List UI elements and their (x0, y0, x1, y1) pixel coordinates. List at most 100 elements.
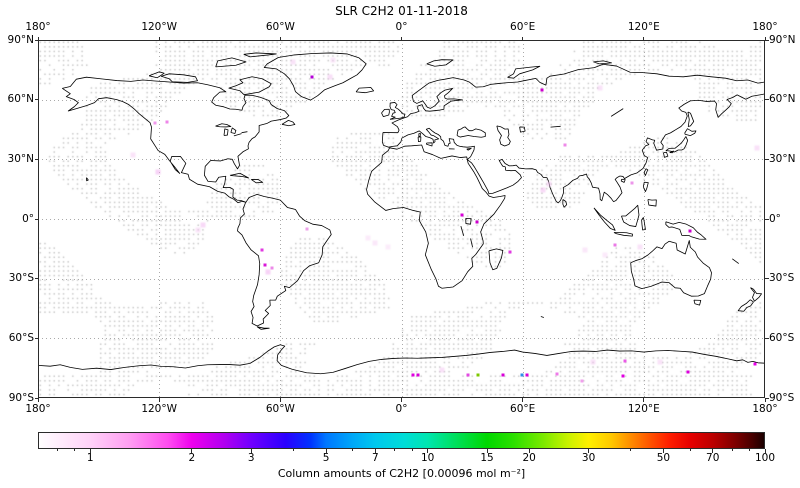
colorbar-label: Column amounts of C2H2 [0.00096 mol m⁻²] (277, 467, 526, 480)
data-point (290, 59, 296, 65)
data-point (265, 269, 271, 275)
lat-tick-mark (34, 218, 38, 220)
colorbar-tick-mark (427, 449, 429, 453)
coastline-path (367, 145, 506, 288)
coastline-path (224, 129, 228, 136)
coastline-path (644, 169, 648, 176)
coastline-path (230, 173, 248, 178)
data-point (330, 57, 336, 63)
colorbar-tick-mark (662, 449, 664, 453)
coastline-path (244, 53, 276, 57)
coastline-path (611, 109, 623, 117)
data-point (597, 85, 603, 91)
coastline-path (738, 300, 753, 312)
lon-tick-label-bottom: 180° (25, 403, 51, 415)
data-point (372, 240, 378, 246)
lat-tick-mark (34, 99, 38, 101)
colorbar-tick-label: 30 (581, 452, 596, 464)
colorbar-tick-label: 1 (86, 452, 94, 464)
coastline-path (642, 217, 646, 230)
lat-tick-label-left: 60°N (7, 93, 34, 106)
coastline-path (663, 152, 667, 157)
colorbar-minor-tick-mark (411, 449, 413, 451)
colorbar-minor-tick-mark (292, 449, 294, 451)
lon-tick-label-top: 180° (25, 21, 51, 33)
lon-tick-label-bottom: 60°E (510, 403, 536, 415)
coastline-path (149, 72, 164, 78)
lon-tick-label-top: 180° (752, 21, 778, 33)
data-point (621, 374, 625, 378)
lat-tick-label-right: 0° (769, 212, 781, 225)
coastline-path (38, 345, 765, 374)
data-point (540, 88, 544, 92)
data-point (613, 243, 617, 247)
coastline-path (670, 151, 674, 153)
coastline-path (427, 143, 433, 146)
gridline (38, 338, 765, 340)
chart-title: SLR C2H2 01-11-2018 (335, 4, 468, 18)
lat-tick-mark (765, 337, 769, 339)
coastline-path (461, 226, 464, 236)
coastline-path (688, 112, 694, 127)
colorbar-minor-tick-mark (731, 449, 733, 451)
coastline-path (551, 126, 561, 127)
lat-tick-label-right: 90°N (769, 33, 796, 46)
coastline-path (356, 88, 374, 93)
lon-tick-mark (279, 36, 281, 40)
data-point (508, 250, 512, 254)
data-points-layer (38, 40, 765, 398)
coastline-path (231, 128, 236, 134)
data-point (623, 359, 627, 363)
lat-tick-mark (34, 337, 38, 339)
coastline-path (621, 205, 639, 226)
coastline-path (390, 102, 405, 119)
lon-tick-label-bottom: 120°W (141, 403, 177, 415)
lat-tick-mark (34, 397, 38, 399)
lon-tick-label-bottom: 120°E (627, 403, 660, 415)
coastline-path (62, 77, 289, 202)
colorbar-tick-label: 20 (522, 452, 536, 464)
lon-tick-mark (643, 398, 645, 402)
data-point (476, 373, 480, 377)
data-point (546, 181, 552, 187)
colorbar-tick-mark (712, 449, 714, 453)
coastline-path (666, 222, 706, 240)
lat-tick-mark (34, 158, 38, 160)
lon-tick-mark (522, 36, 524, 40)
data-point (580, 379, 584, 383)
lon-tick-label-bottom: 60°W (265, 403, 295, 415)
data-point (439, 367, 445, 373)
coastline-path (685, 129, 696, 136)
data-point (582, 247, 588, 253)
coastline-path (666, 136, 688, 152)
lat-tick-label-right: 60°S (769, 331, 795, 344)
data-point (637, 244, 643, 250)
lon-tick-label-top: 0° (395, 21, 408, 33)
coastline-path (467, 148, 471, 150)
colorbar-tick-label: 10 (420, 452, 435, 464)
data-point (411, 373, 415, 377)
data-point (466, 373, 470, 377)
data-point (416, 373, 420, 377)
coastline-path (382, 109, 390, 116)
lat-tick-mark (765, 99, 769, 101)
data-point (130, 152, 136, 158)
colorbar-minor-tick-mark (74, 449, 76, 451)
lat-tick-label-right: 60°N (769, 93, 796, 106)
lat-tick-label-right: 90°S (769, 391, 795, 404)
colorbar-minor-tick-mark (352, 449, 354, 451)
data-point (686, 370, 690, 374)
colorbar-tick-label: 2 (188, 452, 196, 464)
coastline-path (694, 300, 701, 305)
lon-tick-mark (401, 36, 402, 40)
coastline-path (216, 124, 231, 127)
lon-tick-mark (643, 36, 645, 40)
data-point (165, 120, 169, 124)
coastline-path (631, 240, 712, 296)
colorbar-minor-tick-mark (689, 449, 691, 451)
colorbar-tick-label: 70 (706, 452, 720, 464)
colorbar-tick-mark (486, 449, 488, 453)
coastline-path (234, 134, 242, 136)
lat-tick-mark (765, 39, 769, 41)
